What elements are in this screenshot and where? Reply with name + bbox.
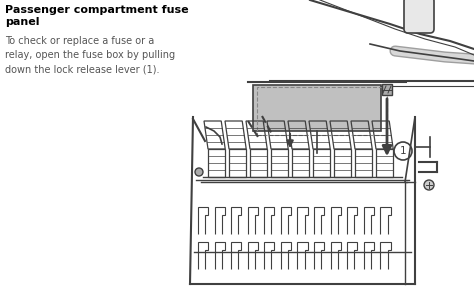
Bar [253,85,381,131]
Text: 1: 1 [400,146,406,156]
Bar [382,84,392,95]
Text: Passenger compartment fuse
panel: Passenger compartment fuse panel [5,5,189,28]
Circle shape [424,180,434,190]
Circle shape [195,168,203,176]
Bar [257,87,387,135]
Text: To check or replace a fuse or a
relay, open the fuse box by pulling
down the loc: To check or replace a fuse or a relay, o… [5,36,175,74]
FancyBboxPatch shape [404,0,434,33]
